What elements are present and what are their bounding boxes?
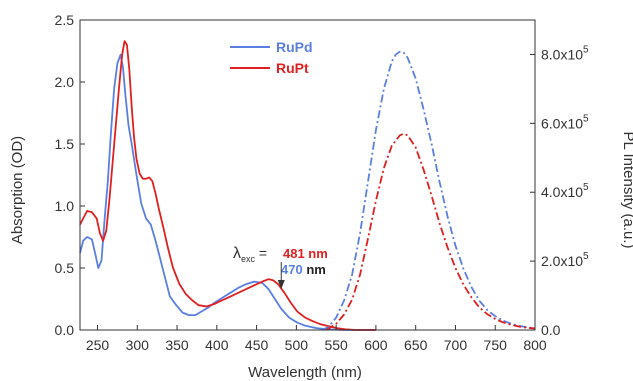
x-tick-label: 350 (165, 337, 189, 353)
y-right-tick-base: 8.0x10 (541, 46, 583, 62)
excitation-unit-rupd: nm (303, 262, 326, 277)
lambda-exc-label: λexc = (233, 245, 267, 264)
x-tick-label: 800 (523, 337, 547, 353)
y-right-tick-label: 6.0x105 (541, 113, 589, 131)
x-tick-label: 450 (245, 337, 269, 353)
x-tick-label: 750 (484, 337, 508, 353)
y-right-tick-exponent: 5 (583, 113, 589, 124)
x-tick-label: 400 (205, 337, 229, 353)
y-axis-left-title: Absorption (OD) (9, 136, 26, 244)
y-axis-left: 0.0 0.5 1.0 1.5 2.0 2.5 (55, 12, 85, 338)
plot-area (79, 19, 536, 331)
y-right-tick-base: 4.0x10 (541, 184, 583, 200)
y-right-tick-label: 2.0x105 (541, 251, 589, 269)
y-right-tick-base: 2.0x10 (541, 253, 583, 269)
y-left-tick-label: 0.0 (55, 322, 75, 338)
x-tick-label: 600 (364, 337, 388, 353)
y-left-tick-label: 2.0 (55, 74, 75, 90)
excitation-annotation: λexc = 481 nm 470 nm (233, 245, 328, 289)
y-left-tick-label: 1.0 (55, 198, 75, 214)
series-rupd-emission (321, 50, 536, 331)
legend-label-rupt: RuPt (276, 60, 309, 76)
excitation-value-rupt: 481 nm (283, 246, 328, 261)
y-axis-right-title: PL Intensity (a.u.) (620, 132, 633, 249)
y-right-tick-exponent: 5 (583, 44, 589, 55)
lambda-equals: = (255, 245, 267, 261)
excitation-arrow-head (277, 280, 285, 289)
legend: RuPd RuPt (230, 39, 313, 76)
plot-frame (79, 19, 536, 331)
y-right-tick-label: 4.0x105 (541, 182, 589, 200)
series-rupt-absorption (79, 40, 376, 331)
x-tick-label: 250 (86, 337, 110, 353)
y-right-tick-exponent: 5 (583, 251, 589, 262)
series-rupd-absorption (79, 53, 376, 331)
x-axis-title: Wavelength (nm) (248, 364, 362, 381)
excitation-value-rupd: 470 nm (281, 262, 326, 277)
x-tick-label: 500 (285, 337, 309, 353)
y-right-tick-base: 0.0 (541, 322, 561, 338)
x-tick-label: 300 (126, 337, 150, 353)
x-tick-label: 700 (444, 337, 468, 353)
y-right-tick-label: 8.0x105 (541, 44, 589, 62)
y-right-tick-label: 0.0 (541, 322, 561, 338)
x-tick-label: 550 (324, 337, 348, 353)
y-right-tick-exponent: 5 (583, 182, 589, 193)
y-left-tick-label: 2.5 (55, 12, 75, 28)
lambda-symbol: λ (233, 245, 241, 262)
lambda-subscript: exc (241, 254, 256, 264)
excitation-number-rupd: 470 (281, 262, 303, 277)
y-right-tick-base: 6.0x10 (541, 115, 583, 131)
y-left-tick-label: 1.5 (55, 136, 75, 152)
x-axis: 250 300 350 400 450 500 550 600 650 700 750 800 (86, 325, 547, 353)
series-rupt-emission (326, 132, 536, 331)
y-left-tick-label: 0.5 (55, 260, 75, 276)
x-tick-label: 650 (404, 337, 428, 353)
legend-label-rupd: RuPd (276, 39, 313, 55)
